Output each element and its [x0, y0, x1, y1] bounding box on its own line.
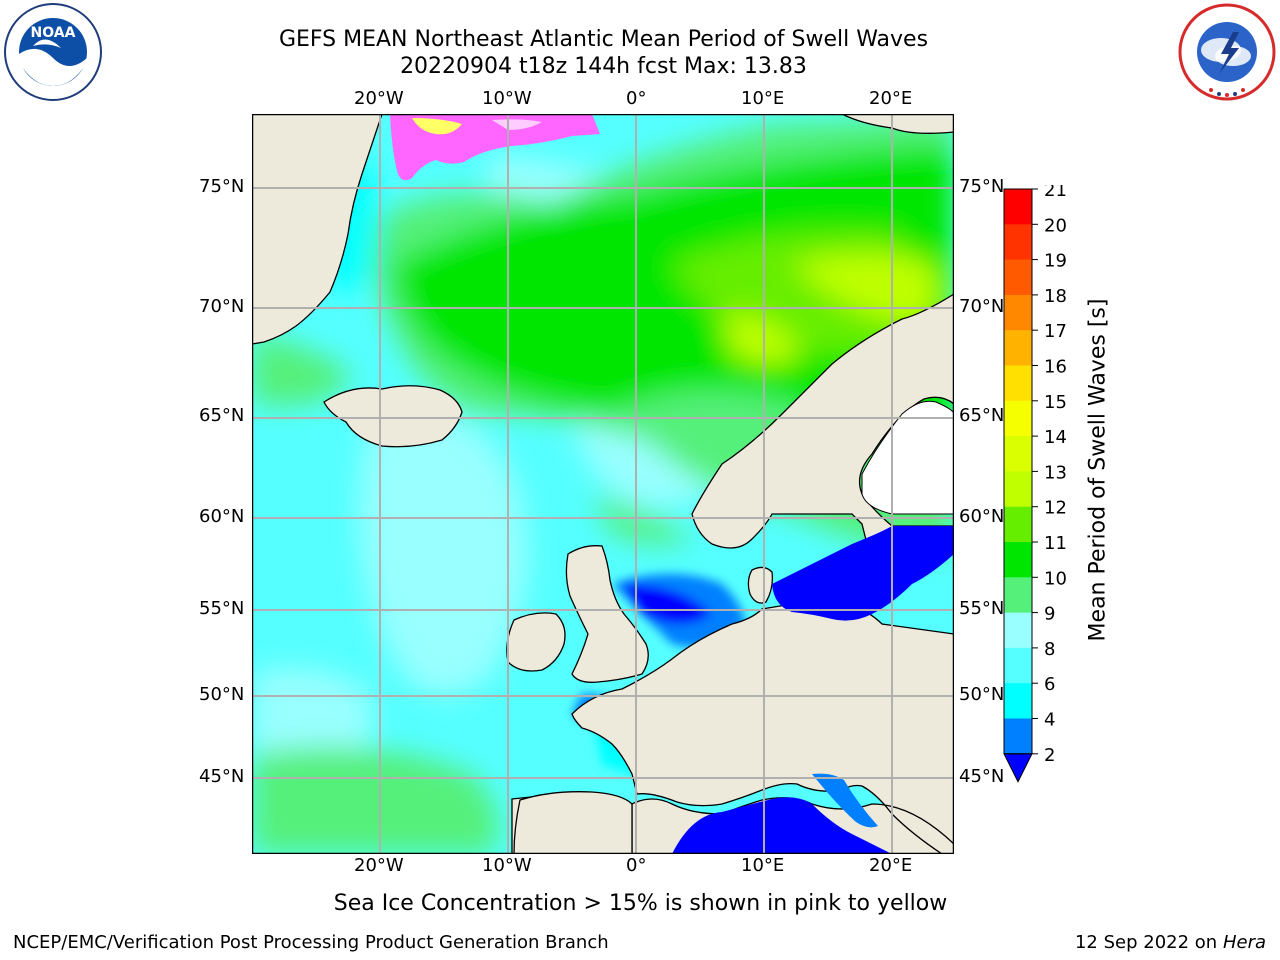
colorbar-tick-label: 10 — [1044, 568, 1067, 589]
colorbar-tick-label: 12 — [1044, 498, 1067, 519]
sea-ice-caption: Sea Ice Concentration > 15% is shown in … — [333, 891, 948, 916]
colorbar-tick-label: 16 — [1044, 357, 1067, 378]
colorbar-bin — [1004, 224, 1032, 261]
colorbar-tick-label: 18 — [1044, 286, 1067, 307]
colorbar-tick-label: 13 — [1044, 462, 1067, 483]
lon-label-bottom-20w: 20°W — [354, 855, 404, 876]
lon-label-top-10e: 10°E — [741, 88, 785, 109]
iceland — [323, 385, 463, 448]
lon-label-bottom-10w: 10°W — [482, 855, 532, 876]
colorbar-tick-label: 9 — [1044, 604, 1055, 625]
lat-label-left-75n: 75°N — [199, 176, 245, 197]
adriatic-sea — [812, 773, 878, 828]
sea-ice — [390, 114, 600, 181]
lon-label-top-0: 0° — [626, 88, 647, 109]
lat-label-right-70n: 70°N — [959, 296, 1005, 317]
colorbar-tick-label: 17 — [1044, 321, 1067, 342]
lat-label-left-65n: 65°N — [199, 405, 245, 426]
noaa-logo: NOAA — [4, 3, 102, 101]
chart-subtitle: 20220904 t18z 144h fcst Max: 13.83 — [400, 54, 807, 79]
footer-credit: NCEP/EMC/Verification Post Processing Pr… — [13, 932, 609, 953]
colorbar-tick-label: 2 — [1044, 745, 1055, 766]
colorbar-tick-label: 20 — [1044, 215, 1067, 236]
footer-date-text: 12 Sep 2022 on — [1074, 932, 1218, 953]
colorbar-bin — [1004, 330, 1032, 366]
lon-label-bottom-20e: 20°E — [869, 855, 913, 876]
nws-logo — [1178, 3, 1276, 101]
colorbar-ticks: 21 20 19 18 17 16 15 14 13 12 11 10 9 8 6 4 2 — [1032, 185, 1067, 766]
lat-label-right-60n: 60°N — [959, 506, 1005, 527]
continental-europe — [511, 293, 954, 854]
colorbar: 21 20 19 18 17 16 15 14 13 12 11 10 9 8 6 4 2 — [1003, 185, 1067, 783]
colorbar-bins — [1003, 188, 1033, 783]
lat-label-right-75n: 75°N — [959, 176, 1005, 197]
colorbar-tick-label: 15 — [1044, 392, 1067, 413]
colorbar-tick-label: 11 — [1044, 533, 1067, 554]
noaa-logo-text: NOAA — [31, 25, 76, 41]
colorbar-bin — [1004, 542, 1032, 578]
lat-label-left-60n: 60°N — [199, 506, 245, 527]
colorbar-bin — [1004, 647, 1032, 684]
lon-label-top-20e: 20°E — [869, 88, 913, 109]
lon-label-bottom-10e: 10°E — [741, 855, 785, 876]
lat-label-right-45n: 45°N — [959, 766, 1005, 787]
lat-label-left-50n: 50°N — [199, 684, 245, 705]
colorbar-under-arrow — [1003, 753, 1033, 783]
map-frame — [252, 114, 954, 854]
lon-label-top-10w: 10°W — [482, 88, 532, 109]
colorbar-tick-label: 6 — [1044, 674, 1055, 695]
mediterranean-sea — [672, 797, 892, 854]
lon-label-top-20w: 20°W — [354, 88, 404, 109]
colorbar-bin — [1004, 294, 1032, 331]
baltic-sea — [772, 526, 954, 621]
colorbar-bin — [1004, 718, 1032, 755]
graticule — [252, 114, 954, 854]
denmark — [747, 566, 774, 604]
colorbar-bin — [1004, 400, 1032, 437]
colorbar-bin — [1004, 259, 1032, 296]
footer-host: Hera — [1222, 932, 1266, 953]
lat-label-left-55n: 55°N — [199, 598, 245, 619]
iberia — [513, 791, 633, 854]
colorbar-bin — [1004, 683, 1032, 719]
colorbar-bin — [1004, 436, 1032, 472]
footer-date: 12 Sep 2022 on Hera — [1075, 932, 1266, 954]
colorbar-tick-label: 19 — [1044, 251, 1067, 272]
lat-label-right-50n: 50°N — [959, 684, 1005, 705]
lat-label-right-65n: 65°N — [959, 405, 1005, 426]
colorbar-bin — [1004, 506, 1032, 543]
colorbar-bin — [1004, 471, 1032, 508]
colorbar-label: Mean Period of Swell Waves [s] — [1085, 298, 1111, 642]
gulf-of-bothnia — [861, 400, 954, 515]
colorbar-bin — [1004, 612, 1032, 649]
lat-label-left-70n: 70°N — [199, 296, 245, 317]
lon-label-bottom-0: 0° — [626, 855, 647, 876]
greenland — [252, 114, 383, 345]
great-britain — [565, 545, 649, 683]
lat-label-left-45n: 45°N — [199, 766, 245, 787]
lat-label-right-55n: 55°N — [959, 598, 1005, 619]
colorbar-tick-label: 21 — [1044, 185, 1067, 201]
chart-title: GEFS MEAN Northeast Atlantic Mean Period… — [278, 27, 929, 52]
colorbar-bin — [1004, 577, 1032, 614]
colorbar-tick-label: 8 — [1044, 639, 1055, 660]
colorbar-tick-label: 14 — [1044, 427, 1067, 448]
colorbar-bin — [1004, 365, 1032, 402]
colorbar-tick-label: 4 — [1044, 710, 1055, 731]
land-masses — [252, 114, 954, 854]
colorbar-bin — [1004, 189, 1032, 225]
swell-period-map — [252, 114, 954, 854]
